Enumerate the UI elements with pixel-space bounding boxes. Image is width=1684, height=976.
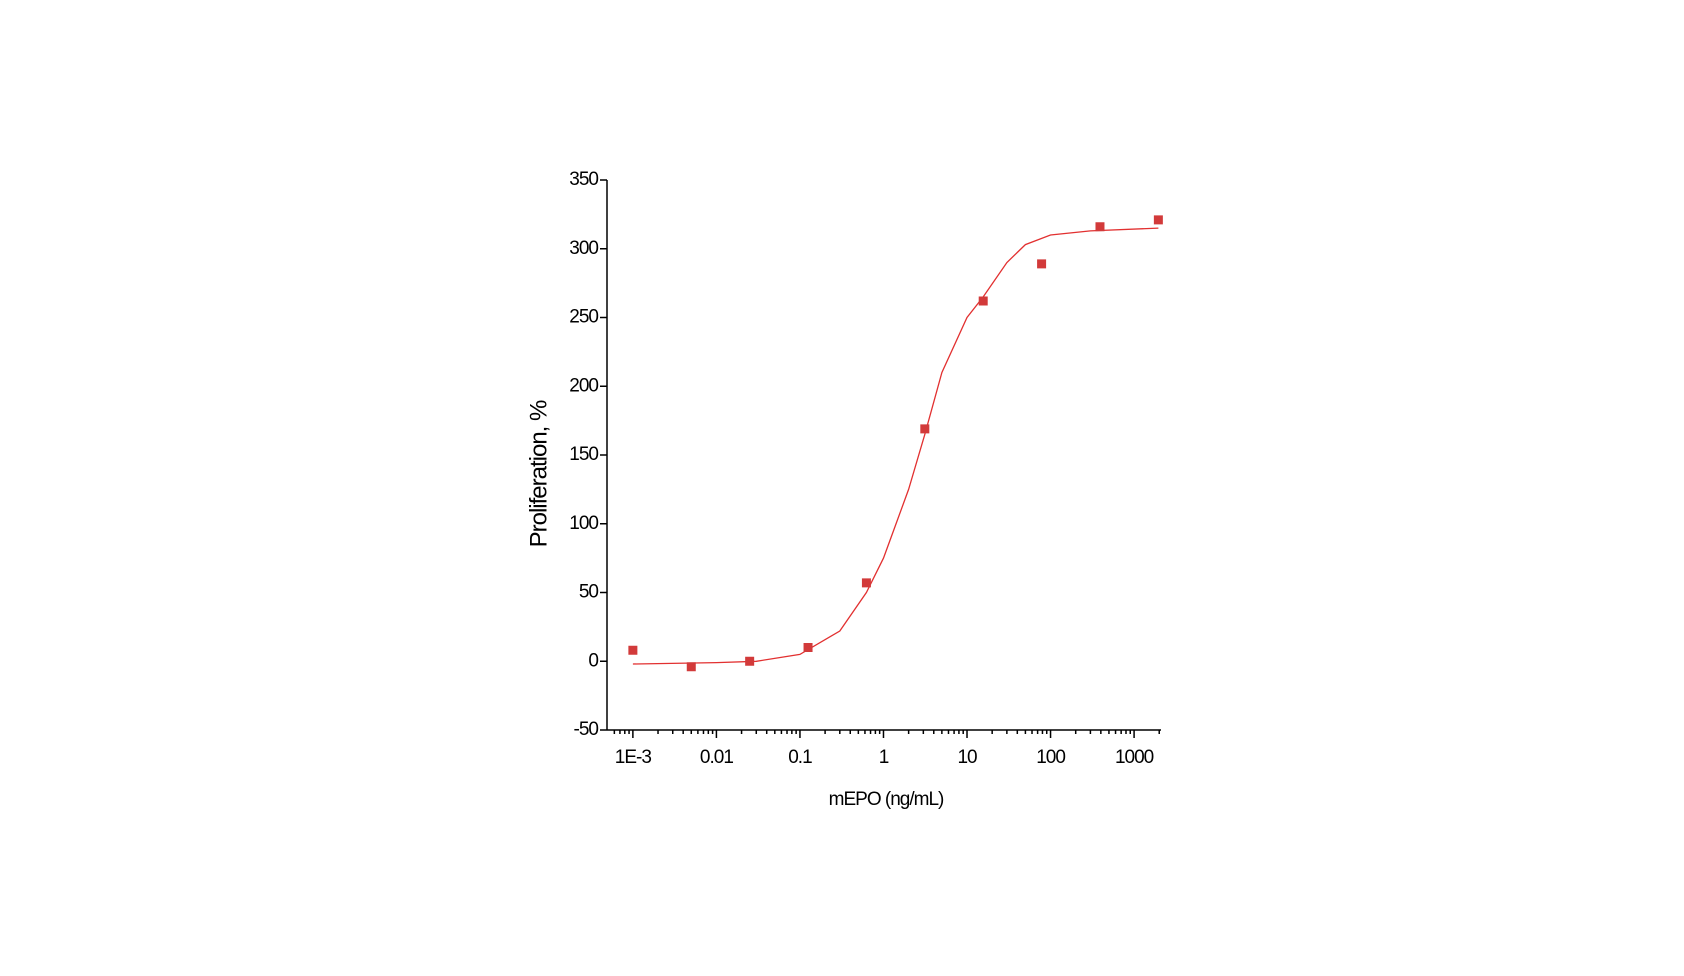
x-tick-label: 100 (1036, 747, 1065, 768)
y-tick-label: 150 (569, 444, 598, 465)
x-tick-label: 0.01 (700, 747, 733, 768)
data-point (978, 296, 988, 306)
y-tick-label: 350 (569, 169, 598, 190)
data-point (686, 662, 696, 672)
x-tick-label: 10 (957, 747, 977, 768)
y-tick-label: 300 (569, 238, 598, 259)
x-axis-label: mEPO (ng/mL) (829, 789, 944, 810)
y-tick-label: 0 (588, 650, 598, 671)
data-point (1037, 259, 1047, 269)
y-tick-label: -50 (574, 719, 599, 740)
data-point (803, 643, 813, 652)
data-point (861, 578, 871, 588)
data-point (745, 656, 755, 666)
fit-curve (632, 227, 1159, 665)
data-point (1095, 222, 1105, 232)
x-tick-label: 1000 (1115, 747, 1154, 768)
x-tick-label: 0.1 (788, 747, 812, 768)
y-tick-label: 200 (569, 375, 598, 396)
y-tick-label: 250 (569, 307, 598, 328)
y-tick-label: 50 (579, 582, 599, 603)
x-tick-label: 1 (879, 747, 889, 768)
y-axis-label: Proliferation, % (525, 400, 552, 547)
data-point (628, 645, 638, 655)
x-tick-label: 1E-3 (615, 747, 652, 768)
data-point (1153, 215, 1163, 225)
data-point (920, 424, 930, 434)
y-tick-label: 100 (569, 513, 598, 534)
